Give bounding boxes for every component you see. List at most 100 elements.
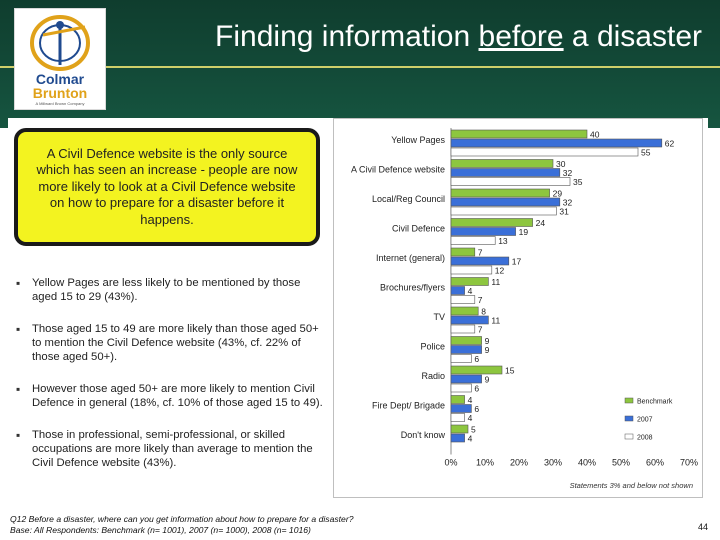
footnote: Q12 Before a disaster, where can you get… — [10, 514, 353, 535]
logo-tagline: A Millward Brown Company — [35, 101, 85, 106]
bar-value-label: 17 — [512, 257, 522, 267]
bar-2007 — [450, 168, 561, 177]
bar-value-label: 4 — [468, 286, 473, 296]
category-label: Fire Dept/ Brigade — [372, 401, 445, 411]
bar-2007 — [450, 345, 482, 354]
bar-value-label: 6 — [474, 384, 479, 394]
legend-label: 2007 — [637, 417, 653, 424]
legend-label: Benchmark — [637, 399, 673, 406]
bar-2008 — [450, 354, 472, 363]
bar-benchmark — [450, 247, 476, 257]
bar-value-label: 32 — [563, 168, 573, 178]
x-tick-label: 0% — [444, 458, 457, 468]
category-label: Don't know — [401, 430, 446, 440]
bar-value-label: 4 — [468, 434, 473, 444]
bar-benchmark — [450, 336, 482, 345]
x-tick-label: 20% — [510, 458, 528, 468]
bar-value-label: 7 — [478, 325, 483, 335]
category-label: Yellow Pages — [391, 135, 445, 145]
bar-value-label: 9 — [485, 375, 490, 385]
logo-name-line1: Colmar — [35, 71, 85, 87]
bar-benchmark — [450, 395, 465, 404]
bar-value-label: 55 — [641, 148, 651, 158]
title-part-2: a disaster — [563, 20, 702, 53]
bar-value-label: 11 — [491, 277, 500, 287]
bar-2007 — [450, 256, 510, 266]
bar-2008 — [450, 177, 571, 186]
logo-name-line2: Brunton — [32, 85, 88, 101]
legend-swatch — [624, 415, 634, 422]
bar-2008 — [450, 295, 476, 304]
bar-2008 — [450, 265, 493, 275]
bar-value-label: 4 — [468, 395, 473, 405]
bar-value-label: 13 — [498, 236, 508, 246]
bar-2008 — [450, 324, 476, 334]
bar-value-label: 24 — [536, 218, 546, 228]
bar-benchmark — [450, 129, 588, 139]
bar-2008 — [450, 147, 639, 157]
legend-swatch — [624, 433, 634, 440]
bar-benchmark — [450, 306, 479, 316]
x-tick-label: 70% — [680, 458, 698, 468]
bar-value-label: 4 — [468, 413, 473, 423]
footnote-question: Q12 Before a disaster, where can you get… — [10, 514, 354, 524]
bar-value-label: 9 — [485, 345, 490, 355]
bar-value-label: 29 — [553, 189, 563, 199]
bar-value-label: 12 — [495, 266, 505, 276]
bar-value-label: 5 — [471, 425, 476, 435]
bar-chart: 4062553032352932312419137171211478117996… — [333, 118, 703, 498]
bar-value-label: 7 — [478, 295, 483, 305]
legend-swatch — [624, 397, 634, 404]
bullet-list: Yellow Pages are less likely to be menti… — [16, 276, 326, 488]
bar-benchmark — [450, 218, 533, 227]
bar-value-label: 8 — [481, 307, 486, 317]
bar-2007 — [450, 404, 472, 413]
category-labels: Yellow Pages A Civil Defence website Local… — [351, 135, 446, 440]
bar-value-label: 32 — [563, 198, 573, 208]
bar-value-label: 19 — [519, 227, 529, 237]
x-tick-label: 10% — [476, 458, 494, 468]
x-tick-label: 30% — [544, 458, 562, 468]
bar-2008 — [450, 413, 465, 422]
category-label: Civil Defence — [392, 224, 445, 234]
bullet-item: Yellow Pages are less likely to be menti… — [16, 276, 326, 304]
colmar-brunton-logo: Colmar Brunton A Millward Brown Company — [14, 8, 106, 110]
category-label: A Civil Defence website — [351, 165, 445, 175]
bar-2007 — [450, 433, 465, 443]
category-label: Internet (general) — [376, 253, 445, 263]
category-label: Radio — [421, 371, 445, 381]
bar-value-label: 6 — [474, 354, 479, 364]
bar-value-label: 11 — [491, 316, 500, 326]
chart-legend: Benchmark 2007 2008 — [624, 397, 673, 442]
chart-note: Statements 3% and below not shown — [570, 481, 693, 490]
callout-box: A Civil Defence website is the only sour… — [14, 128, 320, 246]
callout-text: A Civil Defence website is the only sour… — [36, 145, 298, 227]
category-label: TV — [433, 312, 445, 322]
bar-2007 — [450, 374, 482, 384]
bar-value-label: 31 — [559, 207, 569, 217]
bar-value-label: 35 — [573, 177, 583, 187]
category-label: Police — [420, 342, 445, 352]
title-part-1: Finding information — [215, 20, 479, 53]
category-label: Local/Reg Council — [372, 194, 445, 204]
bar-value-label: 40 — [590, 130, 600, 140]
title-emphasis: before — [478, 20, 564, 53]
bar-2007 — [450, 138, 663, 148]
x-tick-label: 50% — [612, 458, 630, 468]
chart-bars: 4062553032352932312419137171211478117996… — [450, 128, 675, 455]
bar-benchmark — [450, 424, 469, 434]
bar-benchmark — [450, 365, 503, 375]
chart-frame — [333, 118, 703, 498]
bar-2008 — [450, 383, 472, 393]
bar-2008 — [450, 236, 496, 245]
header-divider — [0, 66, 720, 68]
bullet-item: Those aged 15 to 49 are more likely than… — [16, 322, 326, 364]
page-title: Finding information before a disaster — [215, 20, 702, 54]
bar-value-label: 30 — [556, 159, 566, 169]
bullet-item: Those in professional, semi-professional… — [16, 428, 326, 470]
bar-value-label: 15 — [505, 366, 515, 376]
logo-emblem-icon — [30, 15, 90, 71]
bar-2007 — [450, 197, 561, 207]
bar-benchmark — [450, 159, 554, 168]
bar-value-label: 9 — [485, 336, 490, 346]
